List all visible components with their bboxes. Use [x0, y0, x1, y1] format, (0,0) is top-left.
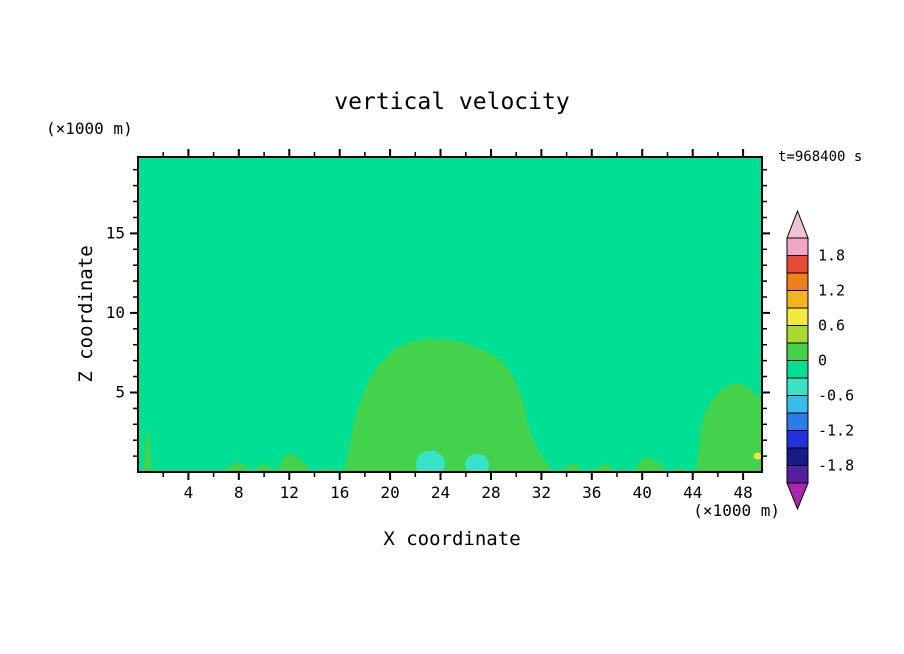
colorbar-label: 1.8 — [818, 247, 845, 265]
x-tick-label: 28 — [481, 483, 500, 502]
x-tick-label: 24 — [431, 483, 450, 502]
colorbar-segment — [786, 395, 809, 414]
colorbar-label: -1.8 — [818, 457, 854, 475]
colorbar-label: 1.2 — [818, 282, 845, 300]
x-axis-unit-label: (×1000 m) — [693, 501, 780, 520]
colorbar-segment — [786, 430, 809, 449]
bottom-bump-h — [673, 467, 686, 472]
z-tick-label: 5 — [115, 383, 125, 402]
bottom-bump-f — [593, 464, 616, 472]
bottom-bump-e — [561, 463, 583, 472]
colorbar-label: -1.2 — [818, 422, 854, 440]
colorbar-label: 0 — [818, 352, 827, 370]
colorbar-top-arrow — [786, 209, 809, 239]
downdraft-spot-2 — [465, 453, 490, 472]
time-label: t=968400 s — [778, 149, 863, 165]
colorbar-segment — [786, 412, 809, 431]
colorbar-segment — [786, 377, 809, 396]
colorbar-bottom-arrow — [786, 482, 809, 511]
left-edge-sliver — [143, 427, 152, 472]
z-tick-label: 10 — [106, 303, 125, 322]
bottom-bump-c — [276, 453, 314, 472]
x-tick-label: 8 — [234, 483, 244, 502]
bottom-bump-g — [633, 457, 667, 472]
right-updraft-region — [694, 383, 762, 472]
colorbar-segment — [786, 342, 809, 361]
x-tick-label: 16 — [330, 483, 349, 502]
z-tick-label: 15 — [106, 223, 125, 242]
x-tick-label: 12 — [280, 483, 299, 502]
colorbar-segment — [786, 290, 809, 309]
updraft-mound — [343, 338, 554, 472]
chart-title: vertical velocity — [334, 89, 570, 115]
colorbar-segment — [786, 360, 809, 379]
bottom-bump-a — [225, 462, 251, 472]
plot-frame — [137, 156, 763, 473]
contour-field — [138, 157, 762, 472]
colorbar-segment — [786, 307, 809, 326]
axis-ticks — [130, 149, 770, 480]
downdraft-spot-1 — [416, 450, 445, 472]
colorbar: 1.8 1.2 0.6 0 -0.6 -1.2 -1.8 — [786, 209, 854, 511]
yellow-speck — [753, 452, 762, 460]
x-tick-label: 32 — [532, 483, 551, 502]
colorbar-label: 0.6 — [818, 317, 845, 335]
x-tick-label: 4 — [184, 483, 194, 502]
colorbar-label: -0.6 — [818, 387, 854, 405]
x-tick-label: 48 — [733, 483, 752, 502]
x-axis-title: X coordinate — [383, 528, 521, 550]
z-axis-unit-label: (×1000 m) — [46, 119, 133, 138]
colorbar-segment — [786, 447, 809, 466]
colorbar-segment — [786, 465, 809, 484]
bottom-bump-d — [319, 467, 331, 472]
x-tick-label: 44 — [683, 483, 702, 502]
bottom-bump-b — [255, 463, 273, 472]
x-tick-label: 40 — [633, 483, 652, 502]
colorbar-segment — [786, 325, 809, 344]
colorbar-segment — [786, 237, 809, 256]
x-tick-label: 20 — [380, 483, 399, 502]
colorbar-segment — [786, 272, 809, 291]
colorbar-segment — [786, 255, 809, 274]
x-tick-label: 36 — [582, 483, 601, 502]
